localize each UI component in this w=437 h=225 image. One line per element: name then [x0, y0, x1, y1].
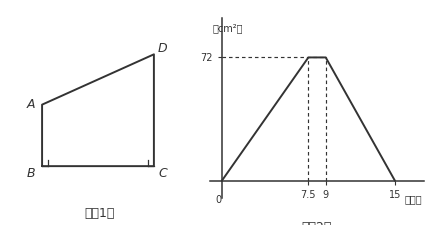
Text: （図1）: （図1）	[84, 207, 115, 220]
Text: C: C	[159, 167, 167, 180]
Text: D: D	[158, 42, 168, 55]
Text: （秒）: （秒）	[404, 195, 422, 205]
Text: B: B	[27, 167, 35, 180]
Text: 0: 0	[215, 195, 222, 205]
Text: （図2）: （図2）	[302, 221, 332, 225]
Text: A: A	[27, 98, 35, 111]
Text: （cm²）: （cm²）	[212, 23, 243, 33]
